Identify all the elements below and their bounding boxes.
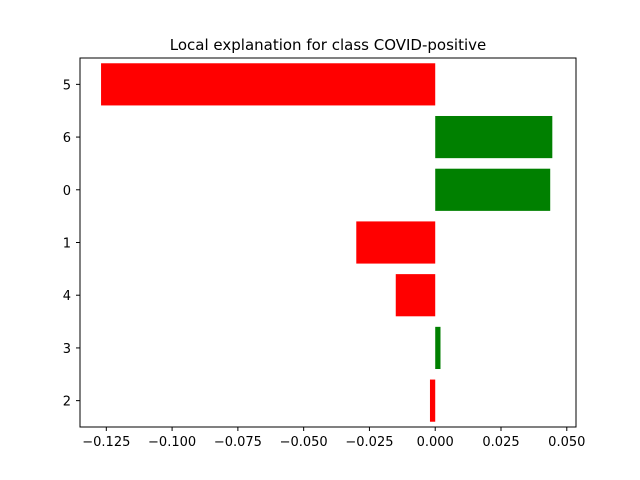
x-axis: −0.125 −0.100 −0.075 −0.050 −0.025 0.000 0.025… bbox=[82, 427, 585, 450]
bar-5 bbox=[101, 63, 436, 106]
plot-frame bbox=[79, 57, 577, 428]
y-tick-label-5: 5 bbox=[63, 78, 71, 93]
chart-title: Local explanation for class COVID-positi… bbox=[170, 36, 486, 54]
y-tick-label-1: 1 bbox=[63, 237, 71, 252]
bars-layer bbox=[101, 63, 553, 422]
bar-6 bbox=[435, 115, 553, 159]
x-tick-label-7: 0.050 bbox=[548, 435, 585, 450]
y-axis: 5 6 0 1 4 3 2 bbox=[63, 78, 80, 410]
x-tick-label-1: −0.100 bbox=[148, 435, 196, 450]
x-tick-label-6: 0.025 bbox=[482, 435, 519, 450]
x-tick-label-0: −0.125 bbox=[82, 435, 130, 450]
y-tick-label-3: 3 bbox=[63, 342, 71, 357]
y-tick-label-0: 0 bbox=[63, 184, 71, 199]
x-tick-label-5: 0.000 bbox=[417, 435, 454, 450]
bar-4 bbox=[395, 274, 436, 317]
x-tick-label-3: −0.050 bbox=[280, 435, 328, 450]
bar-2 bbox=[429, 379, 436, 422]
y-tick-label-6: 6 bbox=[63, 131, 71, 146]
bar-3 bbox=[435, 326, 441, 370]
bar-0 bbox=[435, 168, 551, 211]
y-tick-label-2: 2 bbox=[63, 395, 71, 410]
bar-1 bbox=[356, 221, 436, 264]
x-tick-label-4: −0.025 bbox=[345, 435, 393, 450]
x-tick-label-2: −0.075 bbox=[214, 435, 262, 450]
y-tick-label-4: 4 bbox=[63, 289, 71, 304]
